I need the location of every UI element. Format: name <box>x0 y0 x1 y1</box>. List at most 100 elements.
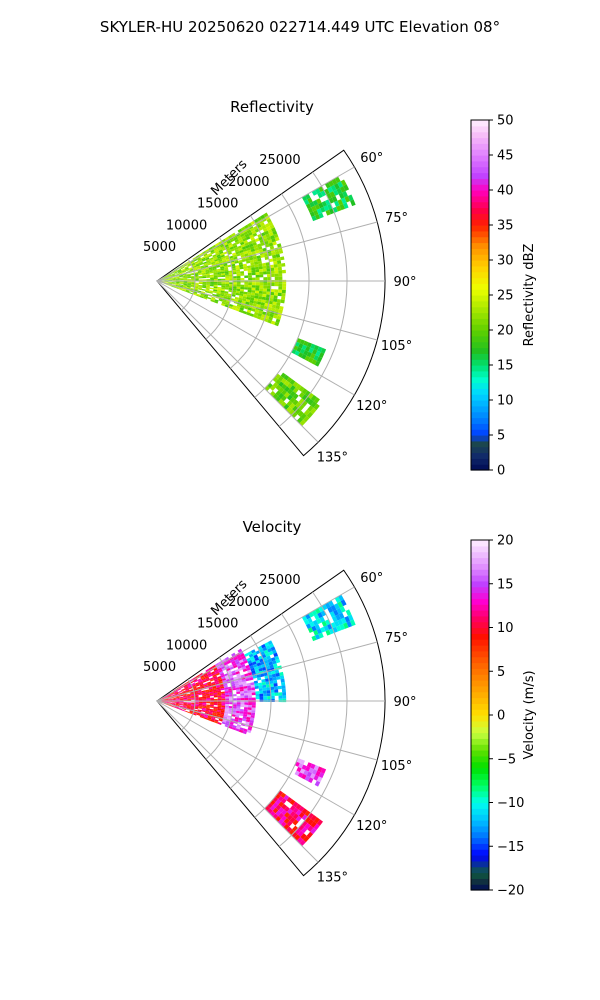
radial-tick-label: 25000 <box>259 153 300 168</box>
colorbar-segment <box>471 283 489 290</box>
colorbar-segment <box>471 295 489 302</box>
colorbar-segment <box>471 458 489 465</box>
colorbar-segment <box>471 575 489 582</box>
colorbar-tick-label: 10 <box>497 621 514 636</box>
colorbar-segment <box>471 656 489 664</box>
radial-tick-label: 15000 <box>197 197 238 212</box>
range-ring <box>229 215 272 369</box>
radial-tick-label: 15000 <box>197 617 238 632</box>
colorbar-tick-label: 20 <box>497 534 514 549</box>
colorbar-segment <box>471 131 489 139</box>
colorbar-segment <box>471 662 489 669</box>
colorbar-segment <box>471 627 489 634</box>
colorbar-segment <box>471 464 489 471</box>
radial-tick-label: 10000 <box>166 638 207 653</box>
colorbar-segment <box>471 650 489 658</box>
colorbar-segment <box>471 207 489 214</box>
colorbar-segment <box>471 370 489 378</box>
azimuth-spoke <box>156 280 355 396</box>
echo-field <box>157 594 356 847</box>
colorbar-segment <box>471 400 489 407</box>
colorbar-segment <box>471 423 489 430</box>
colorbar-segment <box>471 615 489 623</box>
echo-region <box>157 212 287 327</box>
azimuth-spoke <box>156 221 378 282</box>
echo-region <box>301 176 356 222</box>
colorbar-segment <box>471 236 489 244</box>
echo-region <box>157 664 226 725</box>
colorbar-segment <box>471 230 489 238</box>
colorbar-segment <box>471 825 489 833</box>
colorbar-segment <box>471 796 489 804</box>
colorbar-tick-label: 45 <box>497 149 514 164</box>
colorbar-segment <box>471 569 489 576</box>
radial-tick-label: 5000 <box>143 660 176 675</box>
colorbar-segment <box>471 149 489 156</box>
colorbar-tick-label: 25 <box>497 289 514 304</box>
azimuth-spoke <box>156 700 378 761</box>
colorbar-segment <box>471 750 489 757</box>
figure-suptitle: SKYLER-HU 20250620 022714.449 UTC Elevat… <box>100 18 500 36</box>
colorbar-tick-label: 40 <box>497 184 514 199</box>
sector-frame <box>156 569 386 877</box>
colorbar-segment <box>471 440 489 448</box>
colorbar-segment <box>471 808 489 815</box>
range-ring <box>205 657 234 760</box>
colorbar-segment <box>471 849 489 856</box>
radial-tick-label: 20000 <box>228 595 269 610</box>
colorbar-tick-label: 0 <box>497 709 505 724</box>
azimuth-tick-label: 135° <box>317 870 348 885</box>
colorbar-segment <box>471 195 489 203</box>
colorbar-segment <box>471 598 489 605</box>
colorbar-segment <box>471 580 489 588</box>
colorbar-segment <box>471 697 489 704</box>
colorbar-tick-label: −5 <box>497 752 516 767</box>
panel-title: Reflectivity <box>230 98 314 116</box>
colorbar-segment <box>471 260 489 267</box>
colorbar-segment <box>471 604 489 611</box>
colorbar-tick-label: 15 <box>497 359 514 374</box>
range-ring <box>205 237 234 340</box>
colorbar-label: Reflectivity dBZ <box>522 244 537 347</box>
azimuth-spoke <box>156 280 319 443</box>
azimuth-tick-label: 120° <box>356 819 387 834</box>
azimuth-tick-label: 135° <box>317 450 348 465</box>
colorbar-segment <box>471 254 489 261</box>
colorbar-segment <box>471 120 489 127</box>
echo-region <box>291 337 327 367</box>
range-ring <box>278 591 348 847</box>
colorbar-segment <box>471 388 489 395</box>
colorbar-segment <box>471 773 489 780</box>
azimuth-spoke <box>156 280 378 341</box>
colorbar-segment <box>471 143 489 150</box>
colorbar-segment <box>471 411 489 419</box>
colorbar-segment <box>471 715 489 722</box>
colorbar-tick-label: −10 <box>497 796 524 811</box>
azimuth-spoke <box>156 166 355 282</box>
colorbar-segment <box>471 860 489 868</box>
colorbar-segment <box>471 277 489 284</box>
colorbar-segment <box>471 324 489 331</box>
colorbar-segment <box>471 680 489 687</box>
colorbar-segment <box>471 755 489 763</box>
colorbar-segment <box>471 540 489 547</box>
colorbar-segment <box>471 592 489 599</box>
azimuth-spoke <box>156 641 378 702</box>
colorbar-tick-label: 35 <box>497 219 514 234</box>
colorbar-segment <box>471 376 489 384</box>
colorbar-segment <box>471 137 489 144</box>
colorbar: 0 5 10 15 20 25 30 35 40 45 50 Reflectivity dBZ <box>470 114 537 479</box>
colorbar-segment <box>471 178 489 185</box>
range-ring <box>181 258 196 311</box>
colorbar-segment <box>471 190 489 197</box>
colorbar-segment <box>471 639 489 646</box>
colorbar-segment <box>471 335 489 343</box>
colorbar-segment <box>471 341 489 349</box>
azimuth-spoke <box>156 586 355 702</box>
sector-frame <box>156 149 386 457</box>
azimuth-tick-label: 90° <box>393 695 416 710</box>
colorbar-segment <box>471 726 489 734</box>
azimuth-tick-label: 75° <box>385 211 408 226</box>
colorbar-segment <box>471 306 489 314</box>
